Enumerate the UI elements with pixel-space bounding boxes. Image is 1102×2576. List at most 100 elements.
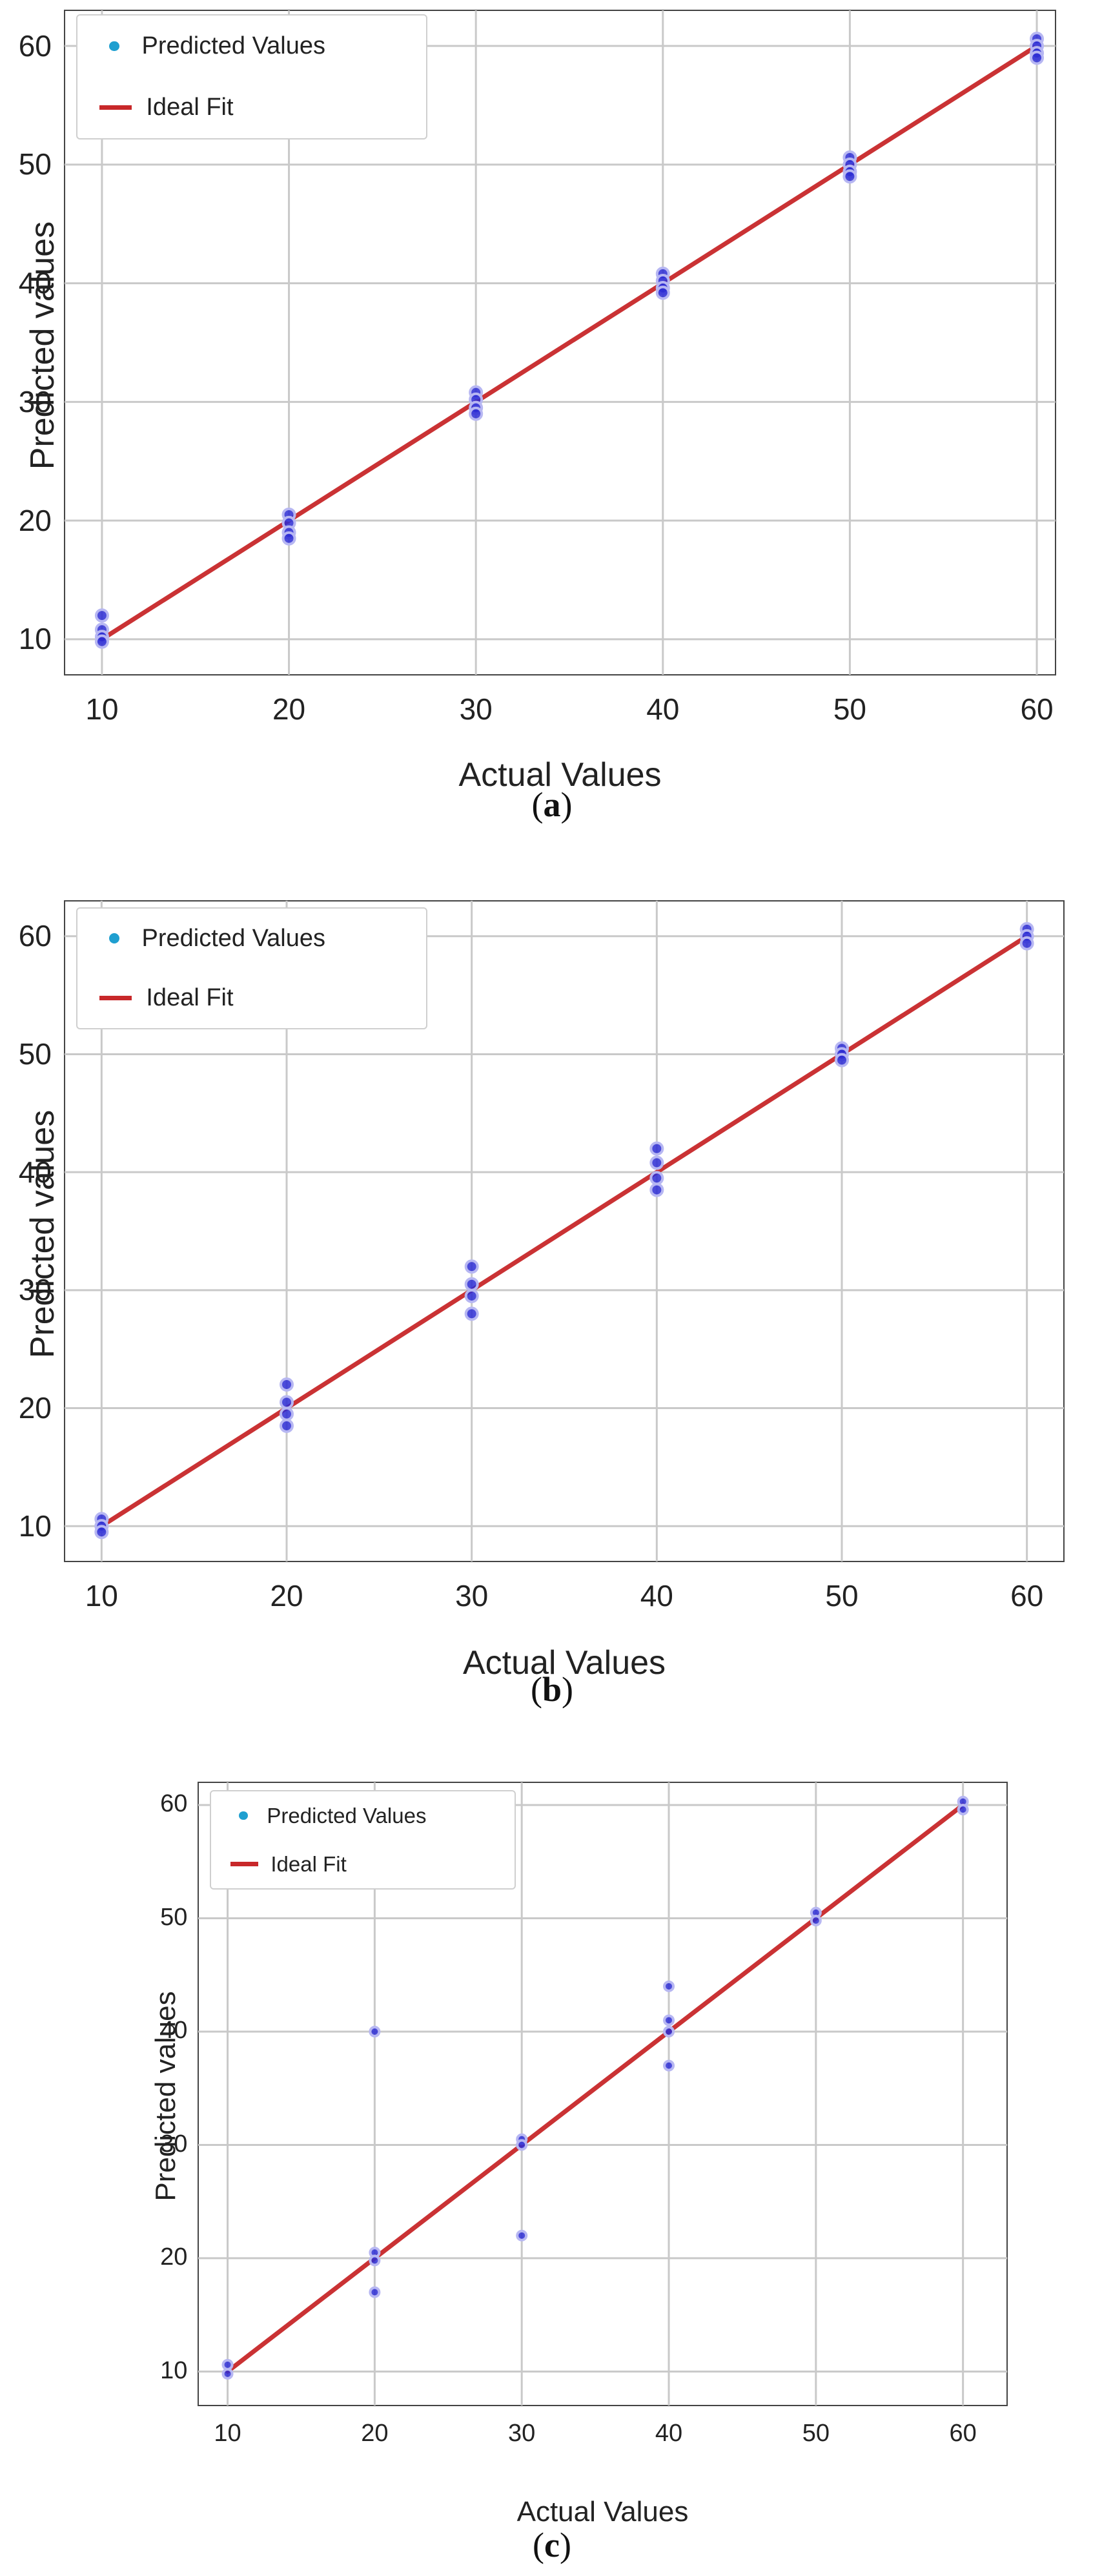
caption-letter: c (544, 2526, 560, 2564)
data-point (842, 169, 857, 184)
x-tick-label: 30 (508, 2420, 536, 2447)
legend: Predicted Values Ideal Fit (210, 1790, 516, 1890)
y-tick-label: 40 (18, 1155, 52, 1189)
data-point (835, 1053, 849, 1067)
data-point (369, 2026, 381, 2037)
x-tick-label: 20 (270, 1579, 303, 1613)
y-tick-label: 20 (160, 2243, 188, 2271)
caption-letter: a (543, 785, 561, 824)
y-tick-label: 60 (18, 919, 52, 953)
data-point (94, 608, 109, 623)
y-tick-label: 10 (18, 622, 52, 656)
legend-label: Predicted Values (141, 32, 325, 59)
data-point (369, 2286, 381, 2298)
legend-label: Predicted Values (267, 1803, 427, 1828)
data-point (464, 1306, 479, 1321)
legend-marker-line (99, 996, 132, 1001)
x-tick-label: 50 (802, 2420, 830, 2447)
y-tick-label: 10 (18, 1509, 52, 1543)
y-tick-label: 30 (18, 1273, 52, 1307)
data-point (810, 1915, 822, 1927)
x-tick-label: 10 (214, 2420, 241, 2447)
x-tick-label: 30 (455, 1579, 489, 1613)
legend-marker-line (230, 1862, 258, 1866)
y-tick-label: 20 (18, 1390, 52, 1425)
data-point (516, 2139, 528, 2151)
legend-item: Predicted Values (99, 909, 325, 969)
caption-b: (b) (530, 1670, 573, 1709)
legend-label: Ideal Fit (146, 984, 234, 1012)
x-tick-label: 30 (459, 692, 493, 726)
legend: Predicted Values Ideal Fit (76, 907, 427, 1029)
data-point (280, 1377, 294, 1392)
ideal-fit-line (99, 934, 1030, 1529)
x-axis-title: Actual Values (462, 1644, 666, 1682)
legend-item: Predicted Values (99, 15, 325, 77)
y-tick-label: 10 (160, 2356, 188, 2384)
legend-marker-dot (109, 933, 120, 944)
ideal-fit-line (225, 1802, 966, 2374)
legend-label: Ideal Fit (270, 1851, 347, 1876)
data-point (516, 2229, 528, 2241)
legend: Predicted Values Ideal Fit (76, 14, 427, 139)
x-axis-title: Actual Values (458, 756, 662, 794)
legend-item: Ideal Fit (230, 1840, 347, 1888)
data-point (649, 1155, 664, 1170)
x-tick-label: 60 (1010, 1579, 1044, 1613)
data-point (281, 531, 296, 546)
data-point (1030, 50, 1045, 65)
y-tick-label: 60 (18, 28, 52, 63)
y-tick-label: 30 (160, 2130, 188, 2158)
data-point (655, 285, 670, 300)
caption-a: (a) (531, 785, 573, 824)
y-tick-label: 40 (18, 266, 52, 300)
x-tick-label: 40 (646, 692, 680, 726)
y-tick-label: 60 (160, 1790, 188, 1818)
data-point (221, 2367, 234, 2380)
legend-marker-dot (238, 1811, 248, 1820)
x-tick-label: 40 (655, 2420, 683, 2447)
y-tick-label: 50 (18, 1036, 52, 1071)
y-axis-title: Predicted values (150, 1990, 181, 2201)
legend-item: Ideal Fit (99, 969, 234, 1029)
y-tick-label: 40 (160, 2017, 188, 2045)
x-tick-label: 60 (1020, 692, 1054, 726)
data-point (464, 1259, 479, 1274)
y-tick-label: 50 (160, 1903, 188, 1931)
caption-c: (c) (533, 2526, 571, 2564)
x-tick-label: 10 (85, 692, 119, 726)
legend-item: Predicted Values (230, 1791, 427, 1840)
data-point (649, 1182, 664, 1197)
legend-marker-dot (109, 41, 120, 52)
y-tick-label: 30 (18, 384, 52, 418)
legend-label: Predicted Values (141, 924, 325, 952)
legend-marker-line (99, 105, 132, 110)
ideal-fit-line (99, 43, 1039, 642)
data-point (663, 2059, 675, 2072)
data-point (94, 634, 109, 649)
data-point (94, 1525, 109, 1540)
chart-panel-b: (b) 10 20 30 40 50 60 10 20 30 40 50 60 Actual Value… (18, 900, 1065, 1709)
data-point (464, 1288, 479, 1303)
caption-letter: b (542, 1670, 562, 1709)
data-point (957, 1804, 969, 1816)
chart-panel-a: (a) 10 20 30 40 50 60 10 20 30 40 50 60 Actual Value… (0, 0, 1102, 852)
x-tick-label: 50 (825, 1579, 859, 1613)
x-tick-label: 20 (361, 2420, 389, 2447)
data-point (663, 2014, 675, 2026)
legend-item: Ideal Fit (99, 77, 234, 138)
data-point (649, 1141, 664, 1156)
data-point (221, 2358, 234, 2371)
data-point (280, 1418, 294, 1433)
y-tick-label: 50 (18, 147, 52, 181)
data-point (663, 1980, 675, 1992)
x-tick-label: 50 (833, 692, 866, 726)
data-point (469, 406, 484, 421)
x-axis-title: Actual Values (516, 2496, 689, 2528)
x-tick-label: 20 (272, 692, 306, 726)
data-point (663, 2026, 675, 2037)
x-tick-label: 60 (949, 2420, 977, 2447)
data-point (1019, 936, 1034, 951)
legend-label: Ideal Fit (146, 94, 234, 121)
